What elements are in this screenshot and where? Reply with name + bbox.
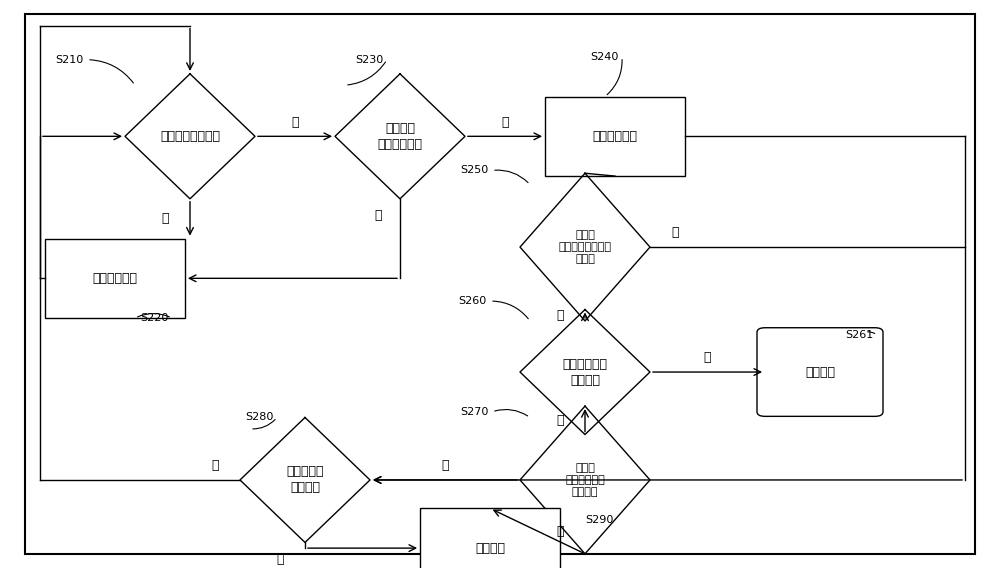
Text: S230: S230 [355, 55, 383, 65]
Text: 进行上锁: 进行上锁 [805, 366, 835, 378]
Text: 是: 是 [161, 212, 169, 225]
Text: S210: S210 [55, 55, 83, 65]
Bar [45, 239, 185, 318]
Text: 是: 是 [556, 525, 564, 537]
Text: S270: S270 [460, 407, 488, 417]
Text: 确认是否全
关闭车门: 确认是否全 关闭车门 [286, 465, 324, 495]
Text: S290: S290 [585, 515, 613, 525]
Text: 否: 否 [704, 352, 711, 364]
Text: 判断是否连线
移动装置: 判断是否连线 移动装置 [562, 357, 608, 387]
Text: 否: 否 [441, 460, 449, 472]
Text: 否: 否 [291, 116, 299, 128]
Text: 是: 是 [276, 553, 284, 566]
Text: 进入休眠模式: 进入休眠模式 [92, 272, 138, 285]
Text: 是: 是 [556, 309, 564, 321]
Bar [545, 97, 685, 176]
FancyBboxPatch shape [757, 328, 883, 416]
Text: 进行解锁: 进行解锁 [475, 542, 505, 554]
Text: 是: 是 [374, 210, 382, 222]
Bar [420, 508, 560, 568]
Text: 确认是否开启电门: 确认是否开启电门 [160, 130, 220, 143]
Text: 判断是
否连线移动装置状
态改变: 判断是 否连线移动装置状 态改变 [558, 229, 612, 265]
Text: 判断是
否为首次连线
移动装置: 判断是 否为首次连线 移动装置 [565, 462, 605, 498]
Text: S220: S220 [140, 313, 168, 323]
Text: 是: 是 [556, 414, 564, 427]
Text: S280: S280 [245, 412, 273, 423]
Text: S240: S240 [590, 52, 618, 62]
Text: S260: S260 [458, 296, 486, 306]
Text: 判断是否
收到休眠指示: 判断是否 收到休眠指示 [378, 122, 422, 151]
Text: 否: 否 [211, 460, 219, 472]
Text: 否: 否 [671, 227, 679, 239]
Text: S261: S261 [845, 330, 873, 340]
Text: 进入待机模式: 进入待机模式 [592, 130, 638, 143]
Text: S250: S250 [460, 165, 488, 176]
Text: 否: 否 [501, 116, 509, 128]
